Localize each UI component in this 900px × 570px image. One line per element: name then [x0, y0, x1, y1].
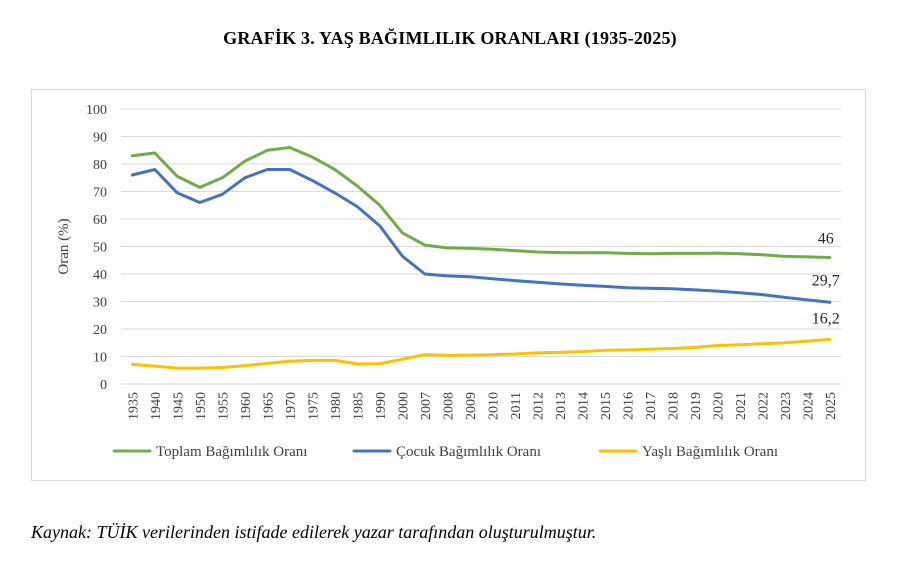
x-tick-label: 2022 — [756, 392, 771, 420]
series-line-2 — [130, 337, 832, 370]
y-tick-label: 40 — [93, 268, 107, 283]
x-tick-label: 1950 — [194, 392, 209, 420]
line-chart: 0 10 20 30 40 50 60 70 80 90 100 1935 1940 1945 1950 19… — [56, 103, 841, 460]
x-tick-label: 2013 — [554, 392, 569, 420]
x-tick-label: 1935 — [126, 392, 141, 420]
x-tick-label: 1965 — [261, 392, 276, 420]
x-tick-label: 2021 — [734, 392, 749, 420]
chart-title: GRAFİK 3. YAŞ BAĞIMLILIK ORANLARI (1935-… — [223, 28, 677, 48]
x-tick-label: 2023 — [779, 392, 794, 420]
x-tick-label: 2017 — [644, 392, 659, 420]
x-tick-label: 1955 — [216, 392, 231, 420]
legend-label: Yaşlı Bağımlılık Oranı — [642, 444, 778, 460]
data-label: 16,2 — [812, 310, 840, 327]
x-tick-label: 2008 — [441, 392, 456, 420]
y-tick-label: 60 — [93, 213, 107, 228]
y-tick-label: 10 — [93, 351, 107, 366]
x-tick-label: 1945 — [171, 392, 186, 420]
x-tick-label: 2012 — [531, 392, 546, 420]
x-tick-label: 2007 — [419, 392, 434, 420]
x-tick-label: 1980 — [329, 392, 344, 420]
chart-frame: 0 10 20 30 40 50 60 70 80 90 100 1935 1940 1945 1950 19… — [31, 89, 866, 481]
y-tick-label: 80 — [93, 158, 107, 173]
x-tick-label: 1975 — [306, 392, 321, 420]
x-tick-label: 2020 — [711, 392, 726, 420]
data-label: 46 — [818, 231, 834, 248]
series-line-1 — [130, 168, 832, 304]
x-tick-label: 1990 — [374, 392, 389, 420]
source-caption: Kaynak: TÜİK verilerinden istifade edile… — [31, 522, 597, 542]
x-tick-label: 2024 — [801, 392, 816, 420]
x-tick-label: 2000 — [396, 392, 411, 420]
y-axis-title: Oran (%) — [56, 218, 72, 274]
y-tick-label: 30 — [93, 296, 107, 311]
x-tick-label: 2018 — [666, 392, 681, 420]
y-tick-label: 20 — [93, 323, 107, 338]
legend-label: Toplam Bağımlılık Oranı — [156, 444, 307, 460]
x-tick-label: 2016 — [621, 392, 636, 420]
x-tick-label: 2015 — [599, 392, 614, 420]
legend-label: Çocuk Bağımlılık Oranı — [396, 444, 541, 460]
y-tick-label: 90 — [93, 131, 107, 146]
y-tick-label: 70 — [93, 186, 107, 201]
data-label: 29,7 — [812, 272, 840, 289]
x-tick-label: 1970 — [284, 392, 299, 420]
y-tick-label: 50 — [93, 241, 107, 256]
x-tick-label: 2025 — [824, 392, 839, 420]
x-tick-label: 2019 — [689, 392, 704, 420]
x-tick-label: 2014 — [576, 392, 591, 420]
x-tick-label: 1940 — [149, 392, 164, 420]
x-tick-label: 2010 — [486, 392, 501, 420]
x-tick-label: 2011 — [509, 392, 524, 419]
x-tick-label: 2009 — [464, 392, 479, 420]
series-line-0 — [130, 146, 832, 259]
y-tick-label: 0 — [100, 378, 107, 393]
x-tick-label: 1985 — [351, 392, 366, 420]
y-tick-label: 100 — [86, 103, 107, 118]
x-tick-label: 1960 — [239, 392, 254, 420]
